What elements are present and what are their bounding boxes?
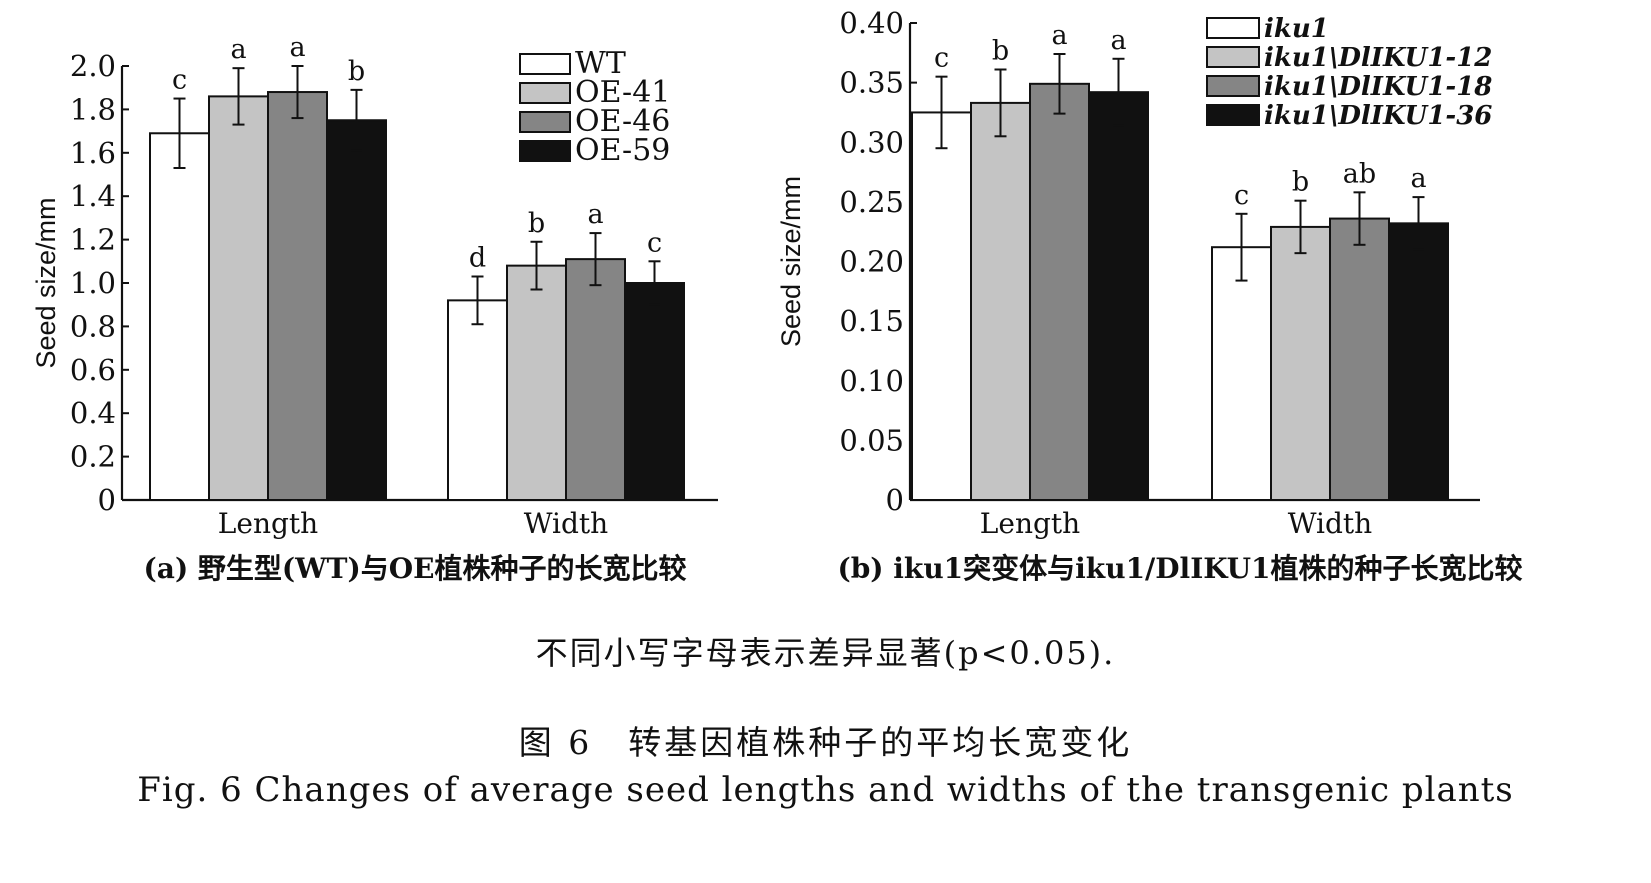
significance-note: 不同小写字母表示差异显著(p<0.05). [535, 634, 1116, 672]
chart-b-y-tick-label: 0.30 [839, 125, 904, 159]
chart-a-legend-swatch [519, 53, 571, 75]
chart-a-significance-letter: a [289, 32, 305, 63]
chart-b-significance-letter: b [992, 36, 1009, 67]
chart-a-bar [208, 95, 269, 501]
chart-b-y-tick-label: 0.10 [839, 364, 904, 398]
chart-b-significance-letter: b [1292, 167, 1309, 198]
chart-b-legend-label: iku1\DlIKU1-36 [1264, 101, 1492, 131]
chart-b-significance-letter: ab [1343, 158, 1376, 189]
chart-a-legend-label: OE-59 [575, 133, 670, 168]
chart-b-legend-swatch [1206, 17, 1260, 39]
chart-a-panel-caption: (a) 野生型(WT)与OE植株种子的长宽比较 [144, 552, 687, 585]
chart-a-y-tick-label: 0.8 [70, 309, 116, 343]
chart-a-y-tick-label: 1.8 [70, 92, 116, 126]
chart-a-y-tick-label: 1.2 [70, 223, 116, 257]
chart-b-bar [1029, 82, 1090, 501]
chart-a-y-tick-label: 0.2 [70, 440, 116, 474]
chart-b-significance-letter: a [1410, 163, 1426, 194]
chart-a-legend-swatch [519, 140, 571, 162]
chart-a-significance-letter: d [469, 242, 486, 273]
chart-b-y-tick-label: 0 [886, 483, 904, 517]
chart-b-y-tick-label: 0.25 [839, 185, 904, 219]
chart-b-y-tick-label: 0.20 [839, 245, 904, 279]
chart-a-significance-letter: c [647, 227, 662, 258]
figure-caption-english: Fig. 6 Changes of average seed lengths a… [137, 770, 1514, 810]
chart-a-significance-letter: a [587, 199, 603, 230]
chart-b-x-tick-label: Width [1288, 507, 1372, 540]
chart-b-significance-letter: a [1110, 25, 1126, 56]
chart-b-bar [970, 101, 1031, 502]
chart-a-legend-swatch [519, 82, 571, 104]
chart-b-legend-label: iku1 [1264, 14, 1329, 44]
chart-a-y-tick-label: 1.0 [70, 266, 116, 300]
chart-b-bar [1211, 246, 1272, 501]
chart-a-significance-letter: b [348, 56, 365, 87]
chart-b-bar [1329, 217, 1390, 501]
chart-a-x-tick-label: Width [524, 507, 608, 540]
chart-a-x-tick-label: Length [218, 507, 318, 540]
chart-b-legend-label: iku1\DlIKU1-18 [1264, 72, 1492, 102]
chart-a-y-tick-label: 1.4 [70, 179, 116, 213]
chart-a-y-tick-label: 0.4 [70, 396, 116, 430]
chart-b-legend-swatch [1206, 104, 1260, 126]
chart-b-significance-letter: c [1234, 180, 1249, 211]
chart-a-y-tick-label: 2.0 [70, 49, 116, 83]
chart-b-bar [1088, 91, 1149, 501]
chart-b-significance-letter: c [934, 43, 949, 74]
chart-b-y-tick-label: 0.05 [839, 423, 904, 457]
chart-b-y-tick-label: 0.15 [839, 304, 904, 338]
chart-a-significance-letter: c [172, 65, 187, 96]
chart-a-bar [565, 258, 626, 501]
figure-canvas: 0 0.2 0.4 0.6 0.8 1.0 1.2 1.4 1.6 1.8 2.0 Seed size… [31, 6, 1523, 585]
panel-a-chart: 0 0.2 0.4 0.6 0.8 1.0 1.2 1.4 1.6 1.8 2.0 Seed size… [31, 32, 718, 585]
chart-a-y-tick-label: 0.6 [70, 353, 116, 387]
chart-b-bar [911, 111, 972, 501]
panel-b-chart: 0 0.05 0.10 0.15 0.20 0.25 0.30 0.35 0.40 Seed si… [776, 6, 1523, 585]
chart-a-bar [149, 132, 210, 502]
chart-a-significance-letter: a [230, 34, 246, 65]
chart-b-bar [1388, 222, 1449, 501]
chart-b-legend-swatch [1206, 75, 1260, 97]
chart-a-y-tick-label: 0 [98, 483, 116, 517]
chart-a-legend-swatch [519, 111, 571, 133]
chart-b-legend-swatch [1206, 46, 1260, 68]
chart-b-significance-letter: a [1051, 20, 1067, 51]
figure-caption-chinese: 图 6 转基因植株种子的平均长宽变化 [518, 723, 1133, 762]
chart-a-bar [447, 299, 508, 501]
chart-a-legend-label: OE-46 [575, 104, 670, 139]
chart-a-bar [326, 119, 387, 501]
chart-a-bar [506, 264, 567, 502]
chart-b-x-tick-label: Length [980, 507, 1080, 540]
chart-b-y-axis-label: Seed size/mm [776, 176, 806, 347]
chart-b-panel-caption: (b) iku1突变体与iku1/DlIKU1植株的种子长宽比较 [837, 552, 1522, 585]
chart-a-bar [267, 91, 328, 501]
chart-a-y-tick-label: 1.6 [70, 136, 116, 170]
chart-a-bar [624, 282, 685, 501]
chart-b-bar [1270, 225, 1331, 501]
chart-a-legend-label: WT [575, 46, 626, 81]
chart-b-y-tick-label: 0.35 [839, 66, 904, 100]
chart-a-legend-label: OE-41 [575, 75, 670, 110]
chart-a-y-axis-label: Seed size/mm [31, 197, 61, 368]
chart-b-y-tick-label: 0.40 [839, 6, 904, 40]
chart-b-legend-label: iku1\DlIKU1-12 [1264, 43, 1492, 73]
chart-a-significance-letter: b [528, 208, 545, 239]
